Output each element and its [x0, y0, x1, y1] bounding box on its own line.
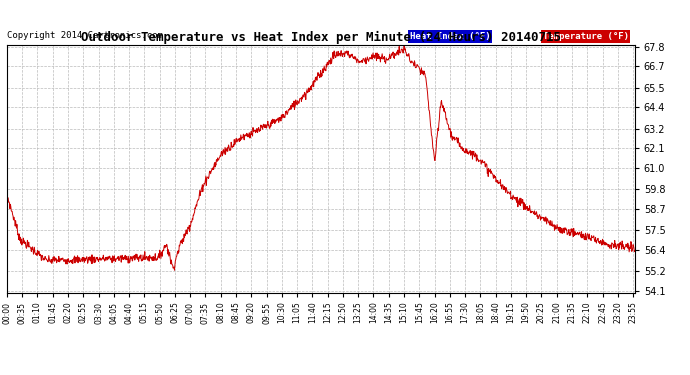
Text: Copyright 2014 Cartronics.com: Copyright 2014 Cartronics.com	[7, 31, 163, 40]
Text: Temperature (°F): Temperature (°F)	[542, 32, 629, 41]
Text: Heat Index (°F): Heat Index (°F)	[410, 32, 491, 41]
Title: Outdoor Temperature vs Heat Index per Minute (24 Hours) 20140715: Outdoor Temperature vs Heat Index per Mi…	[81, 31, 561, 44]
